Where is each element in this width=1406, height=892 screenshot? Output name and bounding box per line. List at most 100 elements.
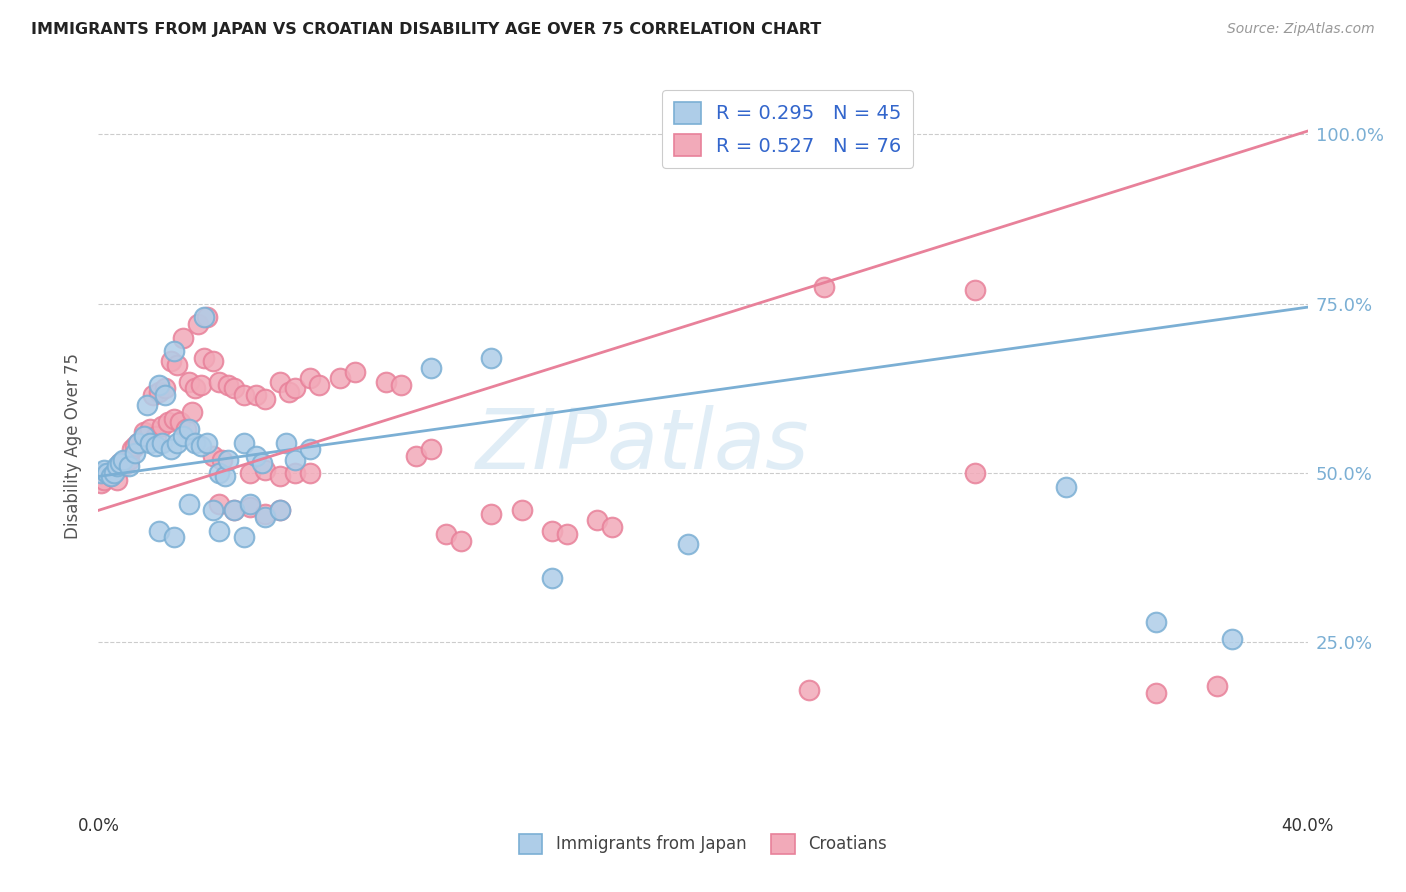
Point <box>193 351 215 365</box>
Point <box>208 497 231 511</box>
Point <box>389 378 412 392</box>
Point <box>217 452 239 467</box>
Point <box>269 375 291 389</box>
Point <box>139 435 162 450</box>
Point <box>96 466 118 480</box>
Point <box>299 442 322 457</box>
Point <box>269 503 291 517</box>
Point <box>148 384 170 399</box>
Point <box>510 503 533 517</box>
Point <box>105 459 128 474</box>
Point <box>797 682 820 697</box>
Point <box>114 452 136 467</box>
Point <box>299 466 322 480</box>
Point <box>181 405 204 419</box>
Point <box>179 375 201 389</box>
Point <box>299 371 322 385</box>
Point <box>184 381 207 395</box>
Point <box>172 429 194 443</box>
Text: ZIPatlas: ZIPatlas <box>475 406 810 486</box>
Point <box>813 280 835 294</box>
Point <box>202 354 225 368</box>
Point <box>174 422 197 436</box>
Point <box>90 466 112 480</box>
Point <box>481 507 503 521</box>
Point <box>100 469 122 483</box>
Point <box>329 371 352 385</box>
Point <box>232 530 254 544</box>
Point <box>224 503 246 517</box>
Point <box>224 381 246 395</box>
Point <box>153 388 176 402</box>
Point <box>214 469 236 483</box>
Point <box>202 503 225 517</box>
Legend: Immigrants from Japan, Croatians: Immigrants from Japan, Croatians <box>510 826 896 862</box>
Point <box>190 378 212 392</box>
Point <box>253 510 276 524</box>
Point <box>344 364 367 378</box>
Point <box>245 449 267 463</box>
Point <box>965 283 987 297</box>
Point <box>450 533 472 548</box>
Point <box>269 503 291 517</box>
Point <box>965 466 987 480</box>
Point <box>1054 480 1077 494</box>
Point <box>145 439 167 453</box>
Point <box>148 378 170 392</box>
Point <box>420 442 443 457</box>
Point <box>232 435 254 450</box>
Point <box>1144 615 1167 629</box>
Point <box>208 375 231 389</box>
Point <box>586 514 609 528</box>
Text: IMMIGRANTS FROM JAPAN VS CROATIAN DISABILITY AGE OVER 75 CORRELATION CHART: IMMIGRANTS FROM JAPAN VS CROATIAN DISABI… <box>31 22 821 37</box>
Point <box>172 331 194 345</box>
Point <box>239 500 262 514</box>
Point <box>211 452 233 467</box>
Point <box>135 429 157 443</box>
Point <box>284 381 307 395</box>
Point <box>108 456 131 470</box>
Point <box>118 452 141 467</box>
Point <box>1220 632 1243 646</box>
Point <box>193 310 215 325</box>
Point <box>179 497 201 511</box>
Point <box>420 361 443 376</box>
Point <box>96 466 118 480</box>
Point <box>269 469 291 483</box>
Point <box>1144 686 1167 700</box>
Point <box>153 381 176 395</box>
Point <box>127 435 149 450</box>
Point <box>139 422 162 436</box>
Point <box>184 435 207 450</box>
Point <box>187 317 209 331</box>
Point <box>208 524 231 538</box>
Point <box>308 378 330 392</box>
Point <box>150 418 173 433</box>
Point <box>160 354 183 368</box>
Point <box>232 388 254 402</box>
Point <box>124 446 146 460</box>
Point <box>555 527 578 541</box>
Point <box>108 456 131 470</box>
Point <box>274 435 297 450</box>
Point <box>405 449 427 463</box>
Point <box>253 392 276 406</box>
Point <box>224 503 246 517</box>
Point <box>284 452 307 467</box>
Point <box>163 412 186 426</box>
Point <box>100 469 122 483</box>
Point <box>676 537 699 551</box>
Point <box>118 459 141 474</box>
Point <box>121 442 143 457</box>
Y-axis label: Disability Age Over 75: Disability Age Over 75 <box>65 353 83 539</box>
Point <box>217 378 239 392</box>
Point <box>208 466 231 480</box>
Point <box>132 425 155 440</box>
Point <box>202 449 225 463</box>
Point <box>93 473 115 487</box>
Point <box>540 524 562 538</box>
Point <box>1206 680 1229 694</box>
Point <box>124 439 146 453</box>
Point <box>540 571 562 585</box>
Point <box>163 344 186 359</box>
